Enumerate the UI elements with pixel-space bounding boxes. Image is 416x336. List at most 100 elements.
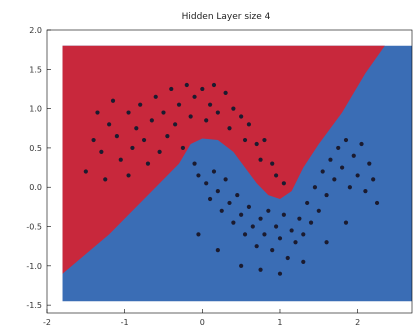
y-tick-label: 1.0 [29, 105, 42, 114]
data-point [223, 90, 228, 95]
data-point [270, 248, 275, 253]
data-point [343, 137, 349, 143]
data-point [246, 122, 252, 127]
data-point [254, 244, 259, 249]
data-point [277, 236, 283, 241]
data-point [215, 110, 220, 115]
data-point [134, 126, 139, 131]
data-point [211, 82, 217, 88]
data-point [196, 232, 201, 237]
data-point [176, 102, 182, 107]
data-point [207, 102, 213, 107]
x-tick-label: 1 [277, 318, 282, 327]
data-point [374, 200, 380, 206]
data-point [149, 118, 154, 123]
data-point [250, 224, 255, 229]
data-point [324, 240, 329, 245]
data-point [215, 189, 220, 194]
data-point [157, 149, 162, 154]
data-point [153, 94, 158, 99]
region-class-0 [62, 45, 385, 274]
data-point [258, 216, 263, 221]
data-point [266, 208, 271, 213]
data-point [91, 137, 96, 143]
data-point [305, 200, 310, 206]
data-point [246, 204, 252, 209]
data-point [188, 114, 193, 119]
data-point [285, 255, 290, 261]
data-point [184, 82, 189, 88]
data-point [223, 177, 228, 182]
data-point [262, 137, 267, 143]
data-point [316, 208, 321, 213]
data-point [165, 134, 170, 139]
data-point [371, 177, 376, 182]
data-point [219, 208, 224, 213]
data-point [328, 157, 333, 162]
data-point [141, 137, 147, 143]
data-point [196, 173, 201, 178]
data-point [281, 212, 286, 217]
data-point [254, 141, 259, 147]
y-tick-label: 0.5 [29, 144, 42, 153]
data-point [107, 122, 112, 127]
data-point [258, 267, 263, 272]
data-point [169, 86, 174, 92]
data-point [297, 216, 302, 221]
data-point [231, 220, 236, 225]
data-point [258, 157, 263, 162]
data-point [200, 86, 205, 92]
data-point [83, 169, 88, 174]
data-point [320, 169, 325, 174]
y-tick-label: 1.5 [29, 65, 42, 74]
data-point [355, 173, 360, 178]
data-point [239, 114, 244, 119]
data-point [343, 220, 349, 225]
plot-area [62, 45, 412, 302]
data-point [347, 185, 352, 190]
data-point [308, 220, 314, 225]
data-point [324, 192, 329, 198]
data-point [161, 110, 166, 115]
data-point [110, 98, 116, 103]
data-point [239, 212, 244, 217]
data-point [363, 189, 368, 194]
data-point [231, 106, 236, 111]
data-point [207, 196, 213, 202]
data-point [126, 110, 131, 115]
y-tick-label: -1.0 [26, 262, 42, 271]
data-point [242, 137, 248, 143]
data-point [192, 161, 197, 166]
data-point [270, 161, 275, 166]
data-point [130, 145, 135, 151]
data-point [332, 177, 337, 182]
data-point [95, 110, 100, 115]
data-point [301, 232, 306, 237]
data-point [114, 134, 119, 139]
data-point [173, 122, 178, 127]
data-point [301, 259, 306, 265]
plot-frame [46, 29, 413, 314]
data-point [242, 232, 248, 237]
data-point [103, 177, 108, 182]
data-point [227, 200, 232, 206]
x-tick-label: 2 [355, 318, 360, 327]
data-point [351, 153, 356, 158]
data-point [277, 271, 283, 276]
data-point [281, 181, 286, 186]
chart-title: Hidden Layer size 4 [182, 12, 271, 22]
data-point [336, 145, 341, 151]
data-point [239, 263, 244, 268]
data-point [262, 232, 267, 237]
data-point [118, 157, 123, 162]
data-point [293, 240, 298, 245]
data-point [273, 173, 279, 178]
y-tick-label: -0.5 [26, 223, 42, 232]
y-tick-label: -1.5 [26, 301, 42, 310]
data-point [126, 173, 131, 178]
data-point [235, 192, 240, 198]
x-tick-label: -1 [121, 318, 129, 327]
scatter-points [83, 82, 380, 276]
data-point [289, 228, 294, 233]
